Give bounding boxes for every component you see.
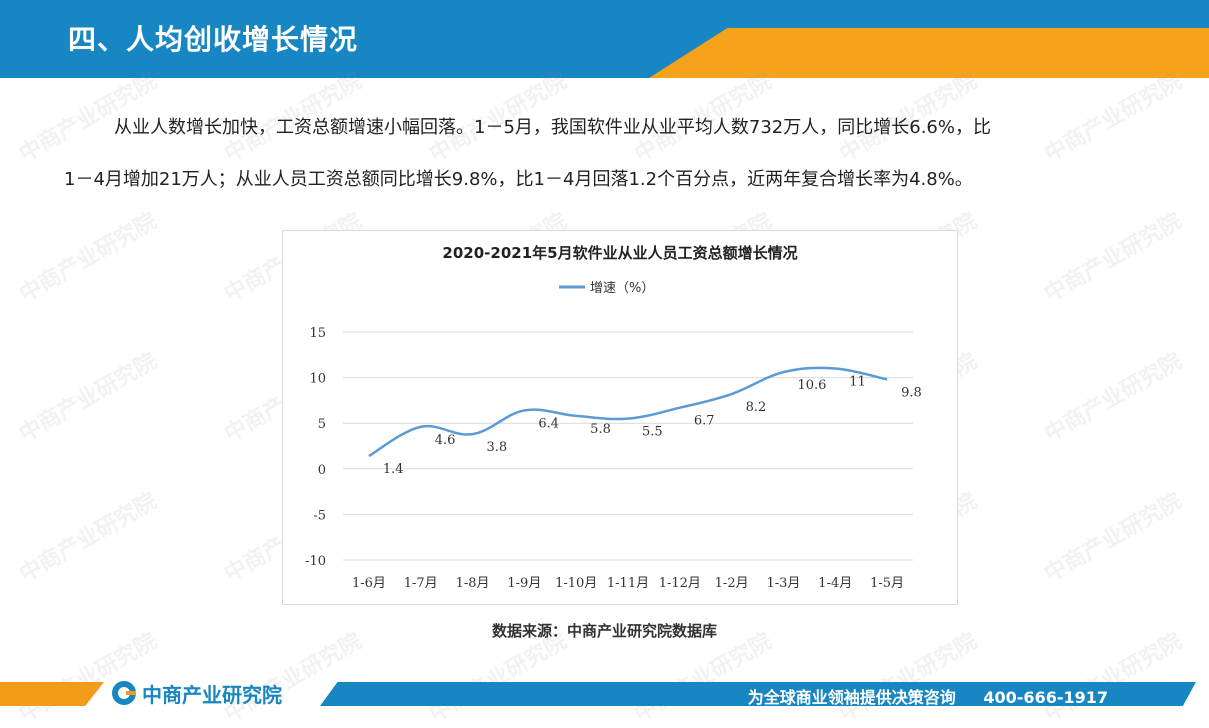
data-source: 数据来源：中商产业研究院数据库	[491, 622, 717, 640]
footer-bar: 为全球商业领袖提供决策咨询 400-666-1917	[320, 682, 1196, 706]
x-tick-label: 1-7月	[404, 576, 438, 591]
data-label: 11	[849, 374, 866, 389]
chart-title: 2020-2021年5月软件业从业人员工资总额增长情况	[442, 244, 797, 262]
data-label: 10.6	[797, 378, 826, 393]
body-paragraph: 从业人数增长加快，工资总额增速小幅回落。1－5月，我国软件业从业平均人数732万…	[64, 102, 1144, 206]
data-label: 6.4	[538, 416, 559, 431]
x-tick-label: 1-4月	[818, 576, 852, 591]
x-tick-label: 1-2月	[715, 576, 749, 591]
chart-data-labels: 1.4 4.6 3.8 6.4 5.8 5.5 6.7 8.2 10.6 11 9.8	[383, 374, 922, 477]
chart-legend: 增速（%）	[559, 281, 654, 296]
data-label: 9.8	[901, 385, 922, 400]
paragraph-line-1: 从业人数增长加快，工资总额增速小幅回落。1－5月，我国软件业从业平均人数732万…	[114, 117, 991, 138]
watermark-text: 中商产业研究院	[1040, 208, 1187, 308]
y-tick-label: -10	[305, 554, 326, 569]
paragraph-line-2: 1－4月增加21万人；从业人员工资总额同比增长9.8%，比1－4月回落1.2个百…	[64, 169, 973, 190]
x-tick-label: 1-11月	[607, 576, 649, 591]
x-tick-label: 1-9月	[507, 576, 541, 591]
data-label: 5.8	[590, 422, 611, 437]
page-title: 四、人均创收增长情况	[68, 23, 359, 56]
watermark-text: 中商产业研究院	[1040, 488, 1187, 588]
y-tick-label: 5	[318, 417, 326, 432]
data-label: 1.4	[383, 462, 404, 477]
x-tick-label: 1-6月	[352, 576, 386, 591]
footer-slogan: 为全球商业领袖提供决策咨询	[747, 688, 956, 707]
chart-x-axis: 1-6月 1-7月 1-8月 1-9月 1-10月 1-11月 1-12月 1-2月 1-3月 1…	[352, 576, 904, 591]
x-tick-label: 1-5月	[870, 576, 904, 591]
footer-left-stripe	[0, 682, 104, 706]
y-tick-label: 10	[309, 372, 326, 387]
header-banner: 四、人均创收增长情况	[0, 0, 1209, 78]
watermark-text: 中商产业研究院	[1040, 348, 1187, 448]
chart-gridlines	[343, 331, 913, 561]
logo-icon	[112, 681, 136, 705]
y-tick-label: 15	[309, 326, 326, 341]
data-label: 4.6	[435, 433, 456, 448]
x-tick-label: 1-8月	[456, 576, 490, 591]
footer-phone: 400-666-1917	[983, 688, 1108, 707]
footer-logo-text: 中商产业研究院	[142, 682, 282, 707]
series-line-growth	[368, 366, 888, 458]
data-label: 5.5	[642, 425, 663, 440]
legend-label: 增速（%）	[590, 281, 654, 296]
x-tick-label: 1-3月	[766, 576, 800, 591]
data-label: 8.2	[746, 400, 767, 415]
watermark-text: 中商产业研究院	[15, 348, 162, 448]
chart-svg: 2020-2021年5月软件业从业人员工资总额增长情况 增速（%） 15 10 5 0…	[305, 244, 922, 591]
header-accent-stripe	[649, 28, 1209, 78]
y-tick-label: -5	[313, 508, 326, 523]
chart-y-axis: 15 10 5 0 -5 -10	[305, 326, 326, 569]
watermark-text: 中商产业研究院	[15, 208, 162, 308]
x-tick-label: 1-10月	[555, 576, 597, 591]
footer-logo: 中商产业研究院	[112, 678, 282, 708]
footer-slogan-group: 为全球商业领袖提供决策咨询 400-666-1917	[747, 684, 1108, 707]
x-tick-label: 1-12月	[659, 576, 701, 591]
data-label: 6.7	[694, 414, 715, 429]
y-tick-label: 0	[318, 463, 326, 478]
data-label: 3.8	[487, 440, 508, 455]
line-chart: 2020-2021年5月软件业从业人员工资总额增长情况 增速（%） 15 10 5 0…	[282, 230, 958, 605]
watermark-text: 中商产业研究院	[15, 488, 162, 588]
